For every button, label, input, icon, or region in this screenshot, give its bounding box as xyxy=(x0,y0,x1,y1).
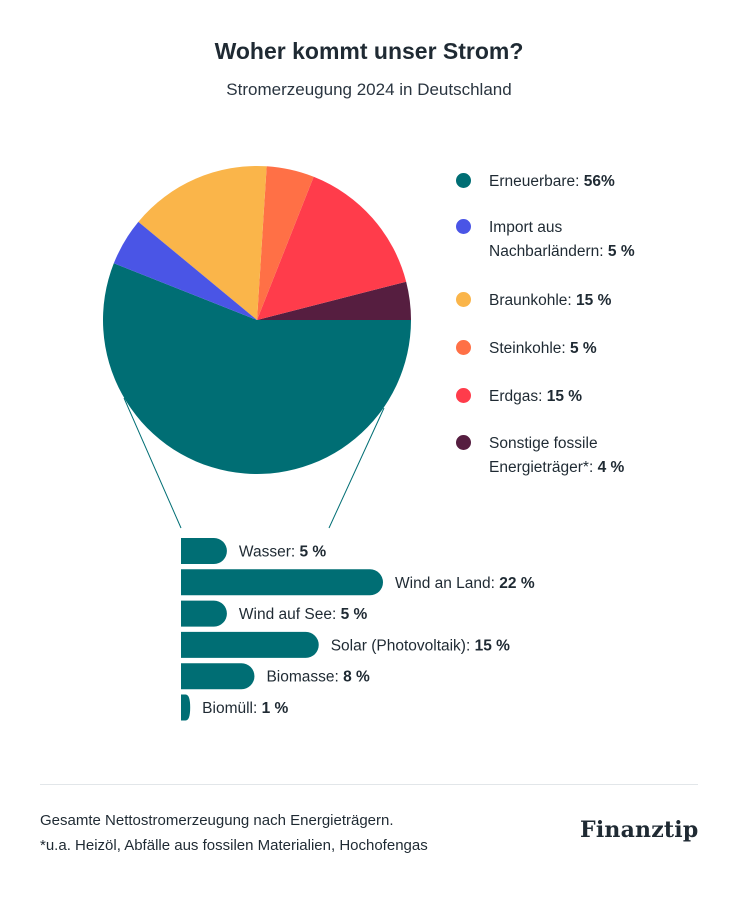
legend-label: Braunkohle: 15 % xyxy=(489,289,729,313)
bar-value: 15 % xyxy=(475,637,511,654)
chart-title: Woher kommt unser Strom? xyxy=(214,38,524,64)
bar-category: Wasser: xyxy=(239,544,300,561)
footnote-source: Gesamte Nettostromerzeugung nach Energie… xyxy=(40,812,394,829)
bar-category: Solar (Photovoltaik): xyxy=(331,637,475,654)
bar-label-2: Wind auf See: 5 % xyxy=(239,606,368,623)
bar-category: Wind auf See: xyxy=(239,606,341,623)
legend-swatch xyxy=(456,173,471,188)
legend-label-text: Erneuerbare: xyxy=(489,173,584,190)
bar-category: Biomasse: xyxy=(266,669,343,686)
bar-label-0: Wasser: 5 % xyxy=(239,544,327,561)
chart-subtitle: Stromerzeugung 2024 in Deutschland xyxy=(226,80,512,99)
legend-label: Erneuerbare: 56% xyxy=(489,170,729,194)
legend-label-text: Sonstige fossile Energieträger*: xyxy=(489,435,598,476)
bar-label-5: Biomüll: 1 % xyxy=(202,700,288,717)
bar-label-3: Solar (Photovoltaik): 15 % xyxy=(331,637,510,654)
pie-slice-5 xyxy=(257,281,411,320)
legend-label-text: Erdgas: xyxy=(489,388,547,405)
bar-label-1: Wind an Land: 22 % xyxy=(395,575,535,592)
zoom-connector-left xyxy=(123,397,182,529)
bar-label-4: Biomasse: 8 % xyxy=(266,669,370,686)
bar-category: Wind an Land: xyxy=(395,575,499,592)
pie-slice-0 xyxy=(102,263,412,474)
pie-slice-3 xyxy=(257,166,314,320)
pie-slice-1 xyxy=(113,221,257,320)
chart-canvas: Wasser: 5 % Wind an Land: 22 % Wind auf Se… xyxy=(102,165,535,721)
pie-slice-2 xyxy=(138,165,267,320)
legend-label: Import aus Nachbarländern: 5 % xyxy=(489,216,729,264)
legend-value: 4 % xyxy=(597,459,625,476)
bar-4 xyxy=(181,663,255,690)
bar-5 xyxy=(181,694,191,721)
legend-label: Erdgas: 15 % xyxy=(489,385,729,409)
legend-value: 5 % xyxy=(570,340,597,357)
legend-value: 15 % xyxy=(576,292,612,309)
bar-value: 8 % xyxy=(343,669,370,686)
footer-divider xyxy=(40,784,698,785)
bar-1 xyxy=(181,569,384,596)
legend-label: Sonstige fossile Energieträger*: 4 % xyxy=(489,432,729,480)
bar-value: 22 % xyxy=(499,575,535,592)
bar-category: Biomüll: xyxy=(202,700,261,717)
legend-swatch xyxy=(456,388,471,403)
legend-value: 15 % xyxy=(546,388,583,405)
finanztip-logo: Finanztip xyxy=(580,817,699,843)
legend-swatch xyxy=(456,292,471,307)
zoom-connector-right xyxy=(328,407,385,529)
legend-value: 5 % xyxy=(607,243,635,260)
bar-3 xyxy=(181,631,319,658)
legend-label: Steinkohle: 5 % xyxy=(489,337,729,361)
legend-value: 56% xyxy=(583,173,615,190)
legend-swatch xyxy=(456,435,471,450)
bar-value: 1 % xyxy=(262,700,289,717)
legend-swatch xyxy=(456,340,471,355)
bar-0 xyxy=(181,538,227,564)
legend-label-text: Import aus Nachbarländern: xyxy=(489,219,608,260)
legend-label-text: Braunkohle: xyxy=(489,292,577,309)
bar-value: 5 % xyxy=(299,544,326,561)
legend-swatch xyxy=(456,219,471,234)
legend-label-text: Steinkohle: xyxy=(489,340,570,357)
footnote-asterisk: *u.a. Heizöl, Abfälle aus fossilen Mater… xyxy=(40,837,428,854)
pie-slice-4 xyxy=(257,176,407,320)
bar-2 xyxy=(181,600,227,627)
bar-value: 5 % xyxy=(341,606,368,623)
